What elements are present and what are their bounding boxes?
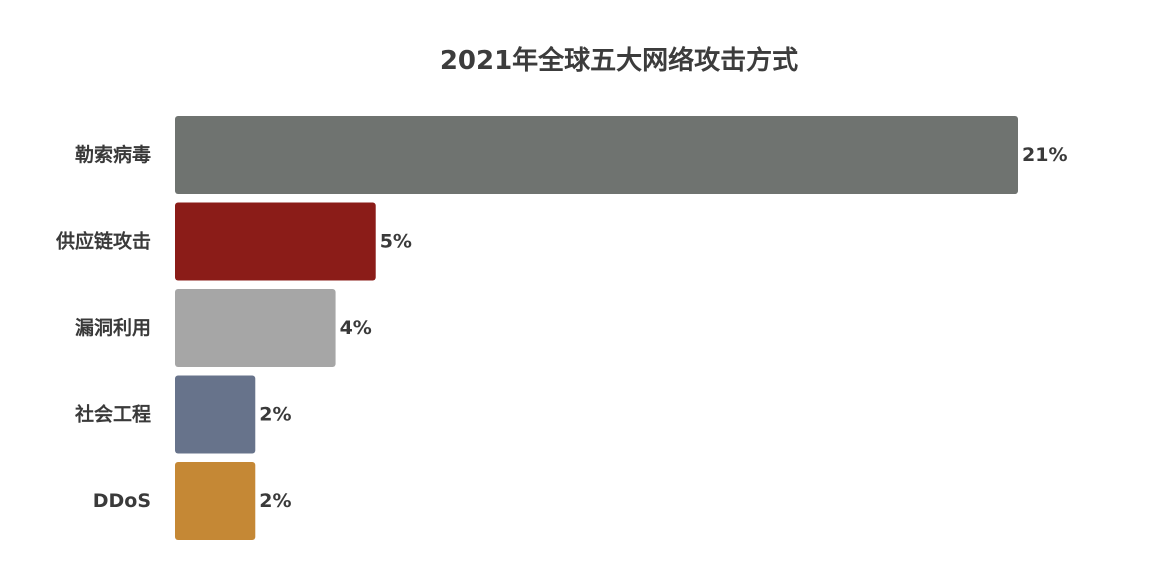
category-label: 勒索病毒 (75, 143, 151, 166)
category-label: 社会工程 (74, 403, 151, 426)
category-label: 漏洞利用 (75, 317, 151, 339)
value-label: 21% (1022, 144, 1067, 166)
bar (175, 289, 336, 367)
value-label: 2% (259, 490, 291, 512)
chart-title: 2021年全球五大网络攻击方式 (439, 46, 799, 76)
bar (175, 116, 1018, 194)
bar (175, 462, 256, 540)
value-label: 2% (259, 404, 291, 426)
category-label: DDoS (93, 490, 151, 512)
value-label: 4% (340, 317, 372, 339)
bar (175, 202, 376, 281)
bar (175, 375, 256, 454)
category-label: 供应链攻击 (55, 230, 151, 253)
value-label: 5% (380, 231, 412, 253)
